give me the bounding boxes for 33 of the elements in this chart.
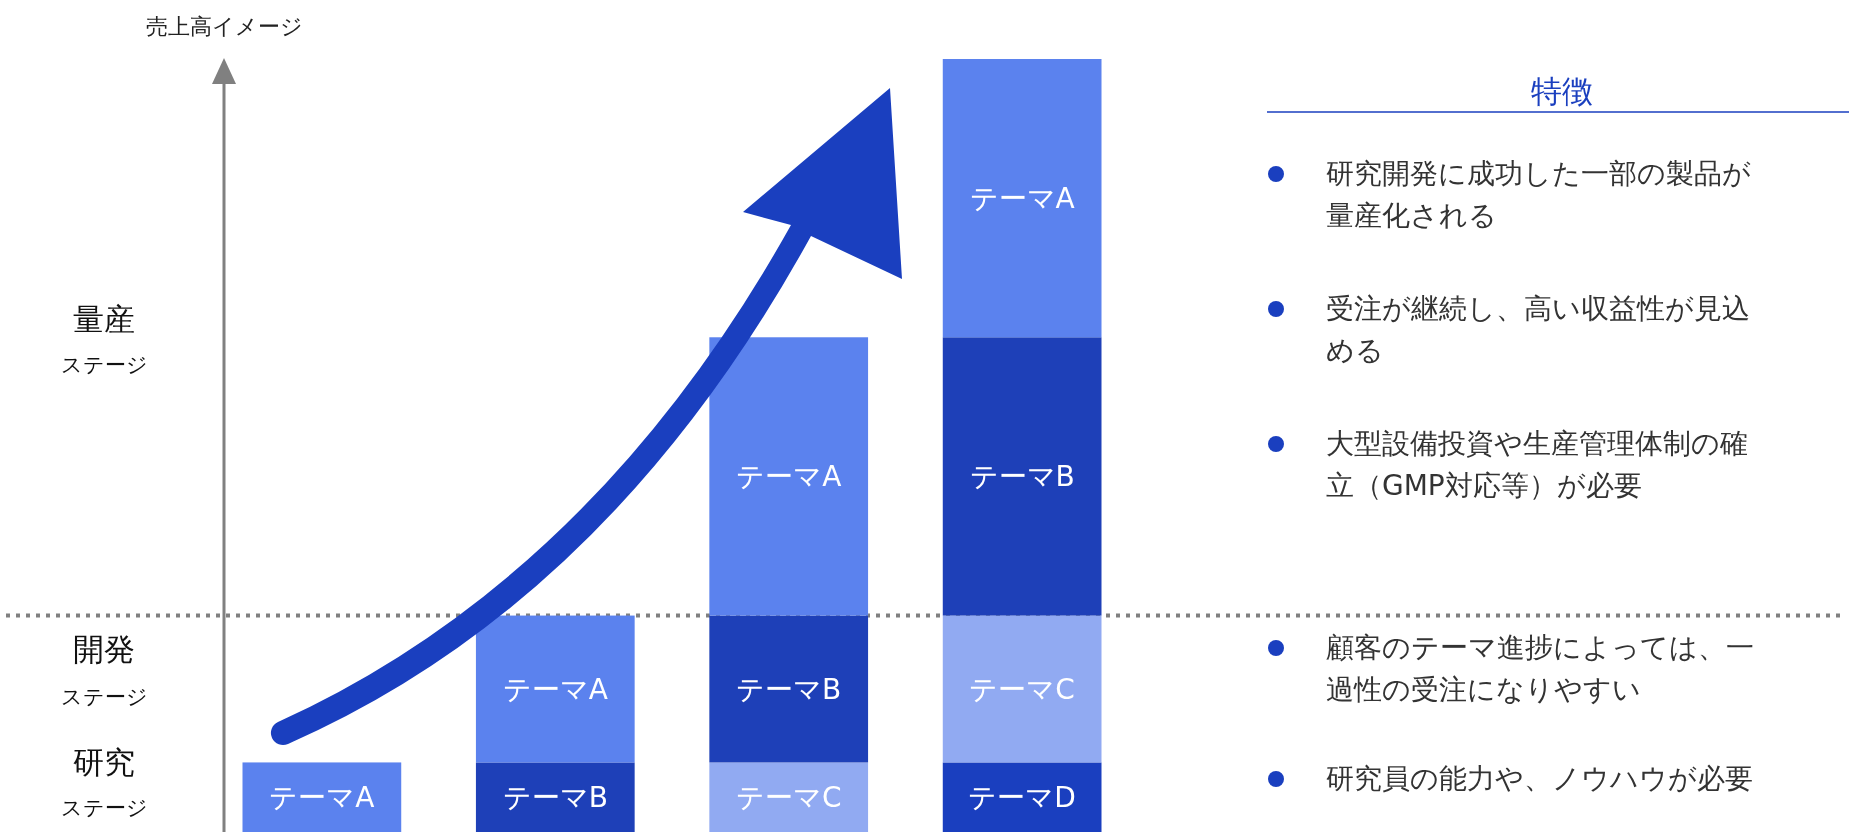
bar: [709, 337, 869, 616]
text: ステージ: [60, 353, 148, 377]
bar: [942, 59, 1102, 338]
series-label: テーマC: [735, 781, 842, 815]
text: テーマA: [502, 672, 608, 706]
series-label: テーマA: [269, 781, 375, 815]
bar: [709, 762, 869, 832]
bar: [242, 762, 402, 832]
text: ステージ: [60, 685, 148, 709]
text: テーマA: [736, 460, 842, 494]
text: 研究開発に成功した一部の製品が量産化される: [1326, 157, 1751, 232]
text: 受注が継続し、高い収益性が見込める: [1326, 292, 1750, 367]
text: 研究員の能力や、ノウハウが必要: [1326, 762, 1753, 795]
bar: [942, 615, 1102, 763]
series-label: テーマD: [968, 781, 1076, 815]
bar: [475, 762, 635, 832]
bar: [942, 337, 1102, 616]
y-axis-title: 売上高イメージ: [145, 14, 303, 39]
bar: [475, 615, 635, 763]
text: 特徴: [1531, 73, 1593, 109]
text: 開発: [73, 631, 135, 667]
text: 大型設備投資や生産管理体制の確立（GMP対応等）が必要: [1326, 427, 1748, 502]
text: テーマB: [736, 672, 842, 706]
bar: [709, 615, 869, 763]
text: ステージ: [60, 796, 148, 820]
text: テーマC: [969, 672, 1075, 706]
bar: [942, 762, 1102, 832]
text: 量産: [73, 301, 135, 337]
text: テーマA: [969, 181, 1075, 215]
series-label: テーマB: [502, 781, 608, 815]
text: 研究: [73, 744, 135, 780]
text: 顧客のテーマ進捗によっては、一過性の受注になりやすい: [1326, 631, 1754, 706]
text: テーマB: [969, 460, 1075, 494]
